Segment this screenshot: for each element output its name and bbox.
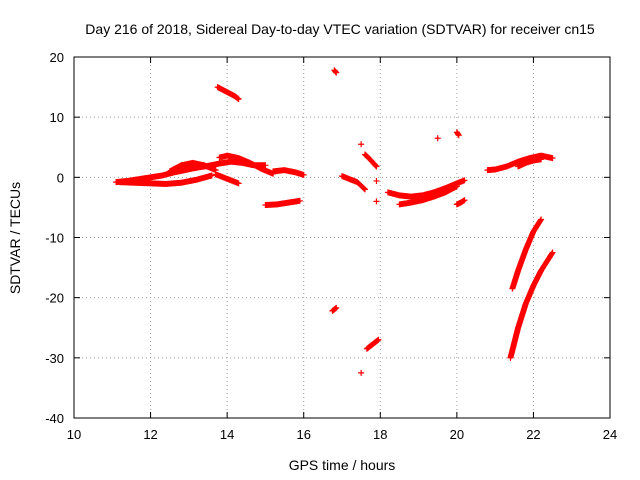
- marker-path: [212, 171, 242, 187]
- series-arc-16-8-low: [329, 304, 340, 314]
- series-arc-12-5: [166, 159, 219, 175]
- x-tick-label: 12: [143, 427, 157, 442]
- series-arc-18-main: [384, 177, 468, 200]
- y-tick-label: -10: [45, 231, 64, 246]
- series-arc-21-0: [484, 152, 556, 174]
- series-arc-13-8: [216, 152, 277, 177]
- y-tick-label: -20: [45, 291, 64, 306]
- marker-path: [396, 183, 460, 208]
- series-arc-21-5: [515, 156, 545, 170]
- series-arc-14-high: [214, 84, 242, 103]
- series-arc-21-steep-a: [509, 216, 545, 292]
- series-arc-20-neg: [453, 197, 468, 208]
- x-tick-label: 10: [67, 427, 81, 442]
- y-tick-label: -30: [45, 351, 64, 366]
- series-arc-17-2: [339, 173, 368, 193]
- series-arc-16-8-high: [331, 67, 340, 76]
- marker-path: [166, 159, 219, 175]
- series-arc-20-pos: [453, 129, 462, 139]
- marker-path: [484, 152, 556, 174]
- series-isolated-points: [358, 135, 441, 376]
- marker-path: [358, 135, 441, 376]
- x-tick-label: 20: [450, 427, 464, 442]
- marker-path: [339, 173, 368, 193]
- series-arc-17-8-low: [363, 336, 382, 352]
- marker-path: [507, 249, 556, 361]
- marker-path: [515, 156, 545, 170]
- marker-path: [329, 304, 340, 314]
- marker-path: [453, 197, 468, 208]
- x-tick-label: 22: [526, 427, 540, 442]
- series-arc-15-neg: [262, 197, 303, 209]
- marker-path: [116, 172, 215, 187]
- marker-path: [270, 167, 307, 178]
- y-tick-label: 20: [50, 50, 64, 65]
- y-axis-label: SDTVAR / TECUs: [7, 182, 23, 294]
- y-tick-label: 10: [50, 110, 64, 125]
- marker-path: [453, 129, 462, 139]
- x-axis-label: GPS time / hours: [289, 457, 396, 473]
- series-arc-15-5: [270, 167, 307, 178]
- marker-path: [216, 152, 277, 177]
- marker-path: [214, 84, 242, 103]
- marker-path: [331, 67, 340, 76]
- marker-path: [262, 197, 303, 209]
- x-tick-label: 14: [220, 427, 234, 442]
- axes-ticks: 10 12 14 16 18 20 22 24 -40 -30 -20 -10 0 10 20: [45, 50, 617, 442]
- marker-path: [361, 151, 380, 170]
- series-arc-14-dip: [212, 171, 242, 187]
- marker-path: [363, 336, 382, 352]
- series-arc-17-7: [361, 151, 380, 170]
- x-tick-label: 24: [603, 427, 617, 442]
- y-tick-label: -40: [45, 411, 64, 426]
- data-marks: [113, 67, 556, 376]
- y-tick-label: 0: [57, 170, 64, 185]
- x-tick-label: 16: [296, 427, 310, 442]
- series-arc-early-low: [116, 172, 215, 187]
- x-tick-label: 18: [373, 427, 387, 442]
- chart-title: Day 216 of 2018, Sidereal Day-to-day VTE…: [85, 21, 595, 37]
- series-arc-18-lower: [396, 183, 460, 208]
- marker-path: [509, 216, 545, 292]
- series-arc-21-steep-b: [507, 249, 556, 361]
- marker-path: [384, 177, 468, 200]
